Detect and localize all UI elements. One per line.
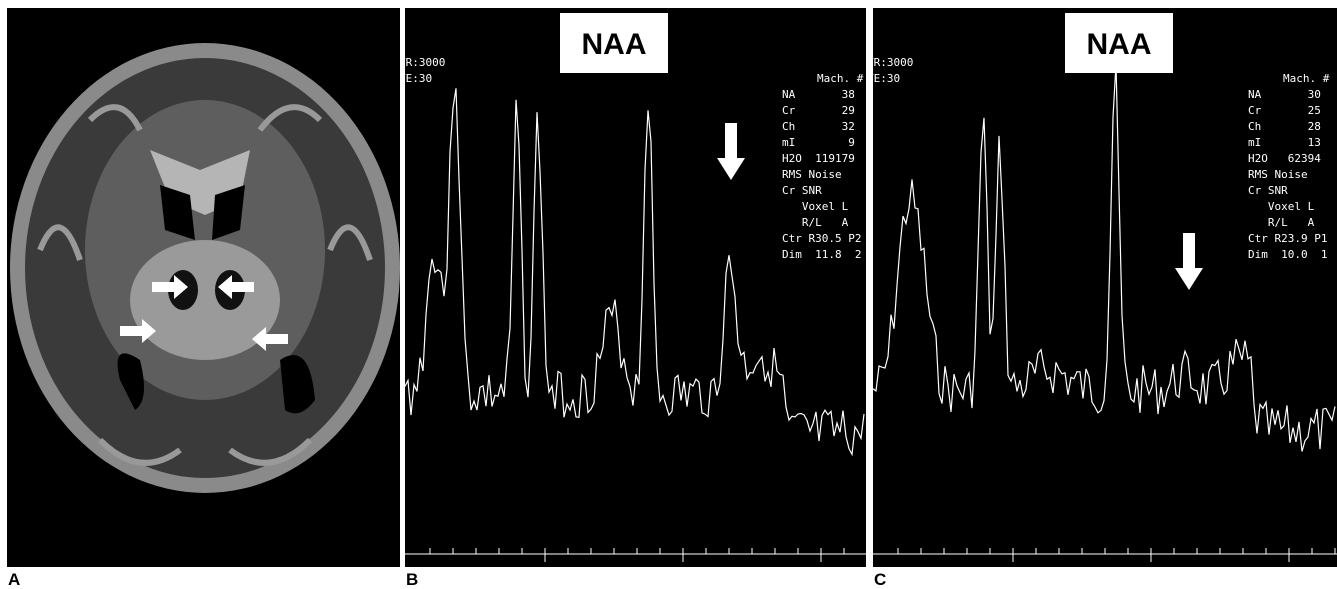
acquisition-param: TR:3000 xyxy=(399,56,445,69)
readout-line: Ch 32 xyxy=(782,120,855,133)
readout-line: Dim 10.0 1 xyxy=(1248,248,1327,261)
panel-c-image xyxy=(873,8,1337,567)
spectrum-trace xyxy=(405,88,865,457)
arrows xyxy=(120,275,288,351)
title-box xyxy=(1065,13,1173,73)
readout-line: Dim 11.8 2 xyxy=(782,248,861,261)
readout-line: RMS Noise xyxy=(782,168,842,181)
arrow xyxy=(1175,233,1203,290)
readout-line: mI 13 xyxy=(1248,136,1321,149)
readout-line: Ch 28 xyxy=(1248,120,1321,133)
readout-line: Mach. # xyxy=(1283,72,1330,85)
readout-line: RMS Noise xyxy=(1248,168,1308,181)
readout-line: Cr SNR xyxy=(782,184,822,197)
title-box xyxy=(560,13,668,73)
readout-line: Ctr R23.9 P1 xyxy=(1248,232,1327,245)
readout-line: NA 38 xyxy=(782,88,855,101)
readout-line: mI 9 xyxy=(782,136,855,149)
readout-line: Voxel L xyxy=(782,200,849,213)
spectrum-title: NAA xyxy=(582,28,647,61)
readout-line: Cr SNR xyxy=(1248,184,1288,197)
brain xyxy=(10,43,400,493)
readout-line: Cr 25 xyxy=(1248,104,1321,117)
panel-b-spectrum: NAA TR:3000 TE:30 Mach. # NA 38 Cr 29 Ch 32 mI … xyxy=(399,13,866,562)
readout-line: H2O 62394 xyxy=(1248,152,1321,165)
readout-line: NA 30 xyxy=(1248,88,1321,101)
readout-line: Ctr R30.5 P2 xyxy=(782,232,861,245)
readout-line: Voxel L xyxy=(1248,200,1315,213)
readout-line: Mach. # xyxy=(817,72,864,85)
spectrum-title: NAA xyxy=(1087,28,1152,61)
panel-c-spectrum: NAA TR:3000 TE:30 Mach. # NA 30 Cr 25 Ch 28 mI … xyxy=(867,13,1337,562)
panel-b-image xyxy=(405,8,866,567)
spectrum-trace xyxy=(873,63,1336,452)
panel-label: B xyxy=(406,570,418,589)
acquisition-param: TR:3000 xyxy=(867,56,913,69)
readout-line: Cr 29 xyxy=(782,104,855,117)
panel-label: C xyxy=(874,570,886,589)
readout-line: R/L A xyxy=(1248,216,1315,229)
arrow xyxy=(717,123,745,180)
acquisition-param: TE:30 xyxy=(867,72,900,85)
acquisition-param: TE:30 xyxy=(399,72,432,85)
readout-line: R/L A xyxy=(782,216,849,229)
panel-label: A xyxy=(8,570,20,589)
readout-line: H2O 119179 xyxy=(782,152,855,165)
